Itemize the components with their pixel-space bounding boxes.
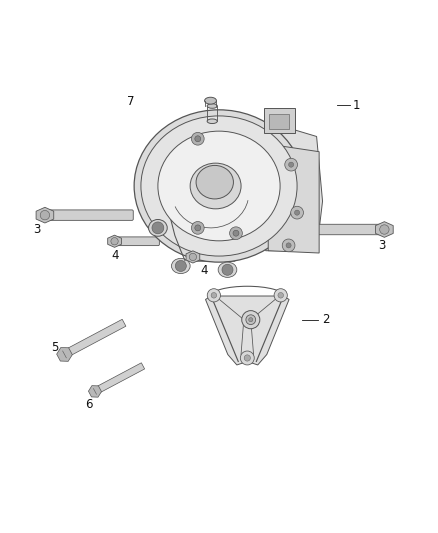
Circle shape (244, 355, 251, 361)
Text: 2: 2 (322, 313, 329, 326)
Circle shape (278, 293, 283, 298)
Polygon shape (108, 235, 121, 247)
Ellipse shape (148, 220, 167, 236)
Circle shape (289, 162, 294, 167)
Text: 7: 7 (127, 95, 135, 108)
Circle shape (249, 318, 253, 322)
Polygon shape (375, 222, 393, 237)
Circle shape (175, 261, 186, 271)
FancyBboxPatch shape (44, 210, 133, 220)
Circle shape (191, 132, 204, 145)
Text: 3: 3 (33, 223, 41, 236)
Ellipse shape (158, 131, 280, 241)
Ellipse shape (190, 163, 241, 209)
Text: 4: 4 (112, 249, 119, 262)
Circle shape (233, 230, 239, 236)
Polygon shape (266, 121, 322, 251)
Circle shape (189, 253, 197, 261)
Polygon shape (93, 363, 145, 394)
Ellipse shape (196, 165, 233, 199)
Polygon shape (57, 348, 72, 361)
Circle shape (240, 351, 254, 365)
Ellipse shape (134, 110, 304, 262)
FancyBboxPatch shape (191, 253, 236, 261)
Circle shape (195, 136, 201, 142)
Circle shape (191, 222, 204, 234)
Polygon shape (63, 319, 126, 358)
Circle shape (111, 238, 118, 245)
Circle shape (291, 206, 304, 219)
Circle shape (242, 311, 260, 329)
Circle shape (274, 289, 287, 302)
Polygon shape (268, 144, 319, 253)
Text: 6: 6 (85, 398, 92, 411)
Circle shape (195, 225, 201, 231)
Ellipse shape (205, 97, 216, 104)
Text: 1: 1 (352, 99, 360, 112)
Circle shape (380, 225, 389, 234)
Circle shape (152, 222, 164, 234)
Text: 4: 4 (200, 264, 208, 277)
Circle shape (294, 210, 300, 215)
Text: 5: 5 (51, 341, 58, 353)
Polygon shape (205, 296, 289, 365)
Ellipse shape (218, 262, 237, 277)
FancyBboxPatch shape (296, 224, 386, 235)
Polygon shape (186, 251, 200, 263)
Circle shape (222, 264, 233, 275)
Circle shape (286, 243, 291, 248)
Ellipse shape (141, 116, 297, 256)
Polygon shape (36, 207, 54, 223)
Circle shape (211, 293, 217, 298)
Polygon shape (88, 386, 102, 397)
Circle shape (285, 158, 297, 171)
Circle shape (40, 211, 49, 220)
Ellipse shape (171, 259, 190, 273)
Circle shape (207, 289, 220, 302)
FancyBboxPatch shape (264, 108, 295, 133)
Text: 3: 3 (378, 239, 386, 252)
Ellipse shape (207, 119, 217, 124)
FancyBboxPatch shape (113, 237, 159, 246)
Circle shape (282, 239, 295, 252)
FancyBboxPatch shape (269, 114, 290, 129)
Circle shape (230, 227, 242, 239)
Ellipse shape (207, 104, 217, 108)
Circle shape (246, 315, 256, 325)
